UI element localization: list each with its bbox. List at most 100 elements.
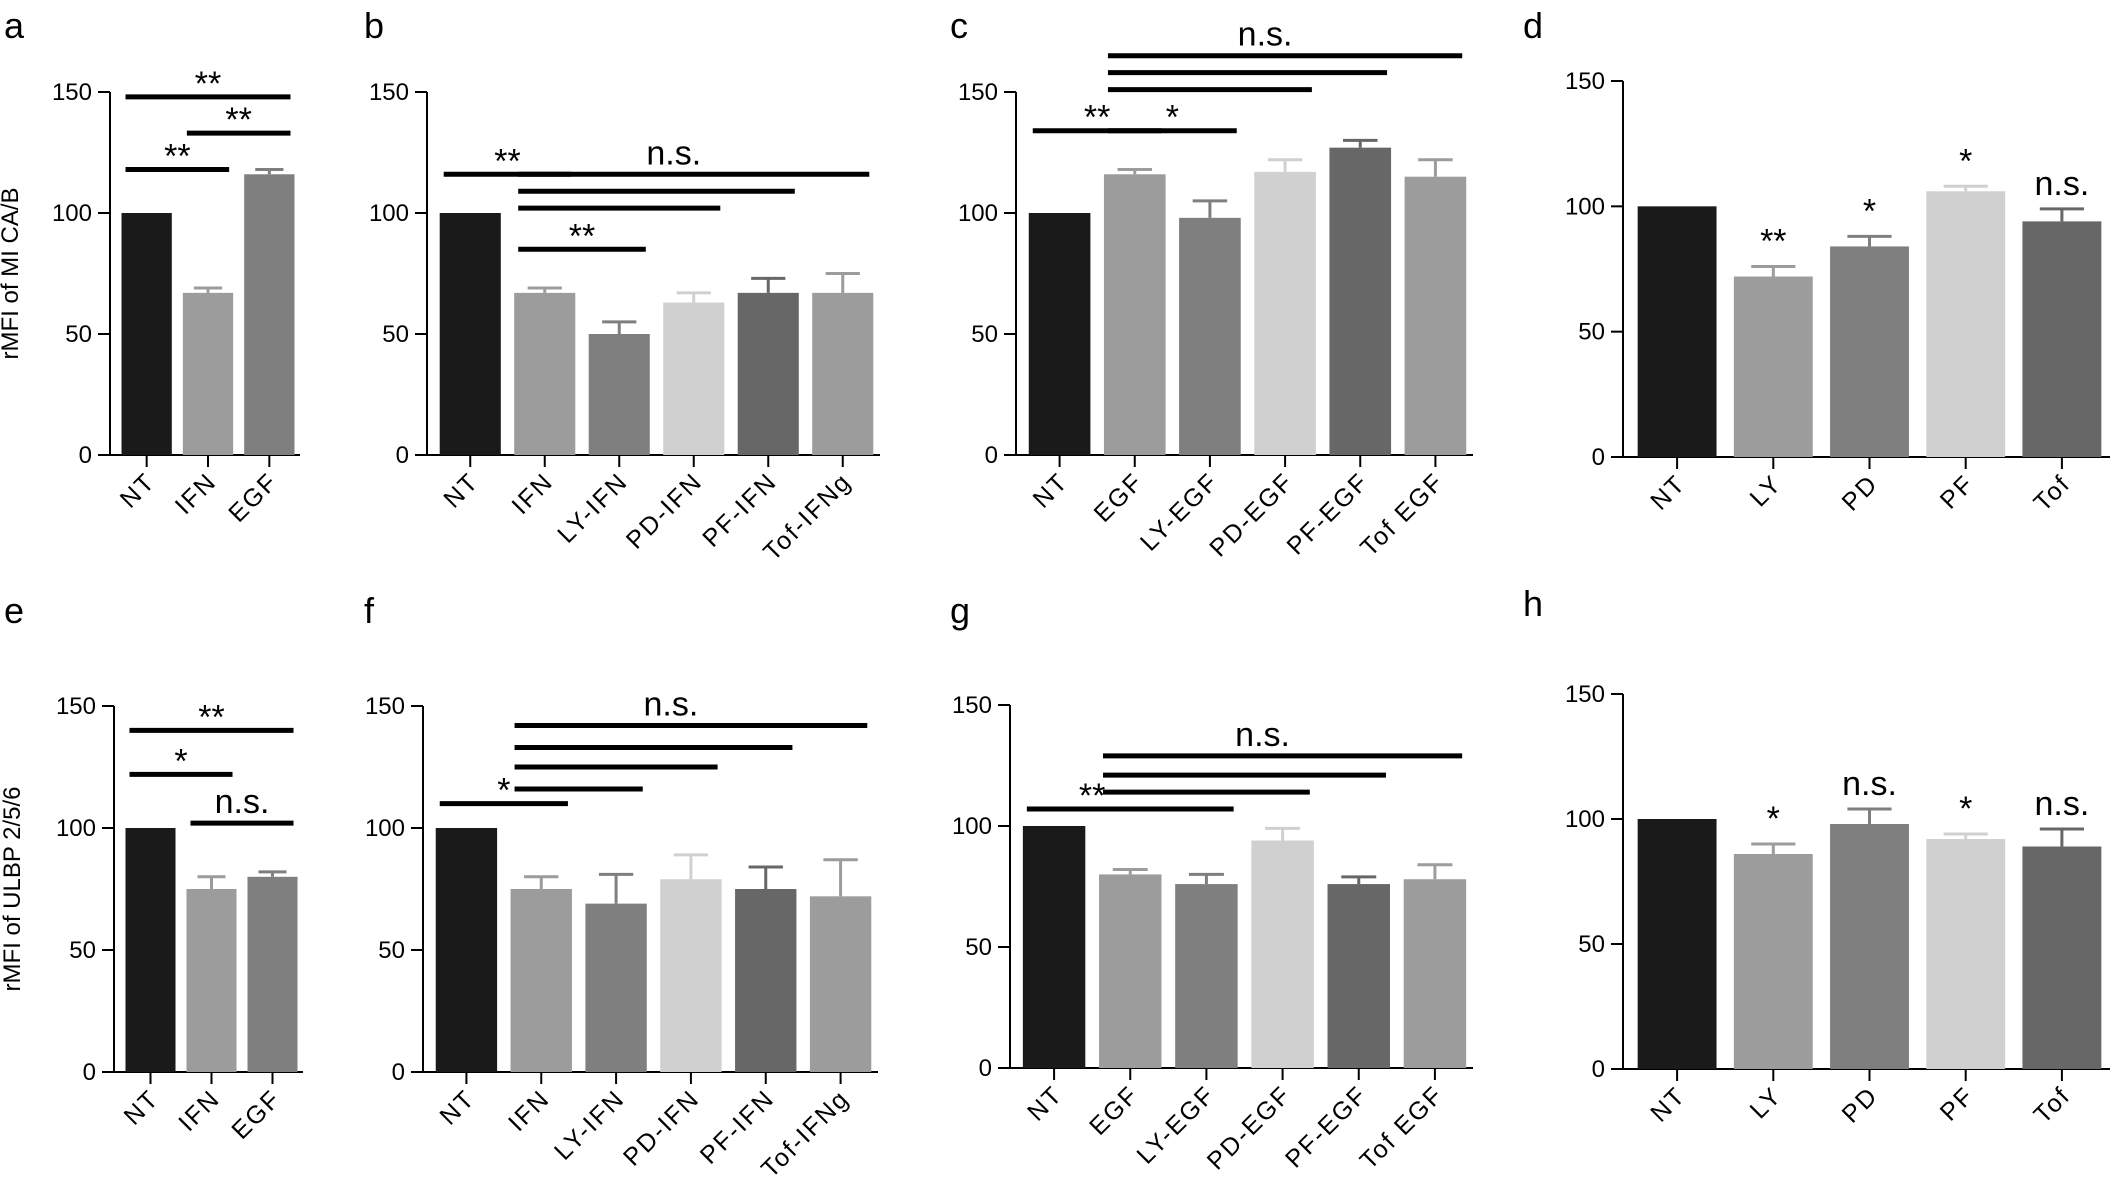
significance-label: ** [198, 698, 224, 736]
y-tick-label: 0 [1592, 1056, 1605, 1083]
bar [247, 876, 298, 1072]
panel-label: d [1523, 5, 1543, 46]
x-tick-label: PF [1935, 469, 1980, 514]
bar [1179, 217, 1241, 455]
panel-label: a [4, 5, 25, 46]
y-tick-label: 100 [958, 200, 998, 227]
x-tick-label: PF [1935, 1081, 1980, 1126]
significance-label: ** [569, 217, 595, 255]
x-tick-label: PD-IFN [618, 1084, 705, 1171]
x-tick-label: NT [1028, 467, 1074, 513]
x-tick-label: Tof EGF [1355, 1080, 1450, 1175]
significance-label: * [1166, 99, 1179, 137]
x-tick-label: EGF [1084, 1080, 1144, 1140]
y-tick-label: 100 [952, 813, 992, 840]
panel-label: g [950, 590, 970, 631]
significance-label: n.s. [644, 686, 699, 724]
y-axis-label: rMFI of ULBP 2/5/6 [0, 787, 26, 992]
bar [737, 292, 799, 455]
bar [809, 896, 872, 1072]
x-tick-label: IFN [503, 1084, 556, 1137]
y-tick-label: 150 [952, 692, 992, 719]
x-tick-label: IFN [173, 1084, 226, 1137]
bar [1251, 840, 1314, 1068]
bar [1926, 191, 2006, 457]
x-tick-label: Tof [2029, 469, 2077, 517]
y-tick-label: 0 [396, 442, 409, 469]
x-tick-label: EGF [1089, 467, 1149, 527]
bar [1327, 884, 1390, 1068]
bar [660, 879, 722, 1072]
bar [812, 292, 874, 455]
panel-label: e [4, 590, 24, 631]
x-tick-label: Tof [2029, 1081, 2077, 1129]
bar [1733, 276, 1813, 457]
significance-label: n.s. [646, 134, 701, 172]
x-tick-label: NT [119, 1084, 165, 1130]
x-tick-label: Tof EGF [1355, 467, 1450, 562]
bar [1637, 206, 1717, 457]
x-tick-label: NT [1645, 469, 1691, 515]
significance-label: ** [1079, 777, 1105, 815]
y-tick-label: 50 [65, 321, 92, 348]
y-tick-label: 150 [56, 693, 96, 720]
x-tick-label: EGF [226, 1084, 286, 1144]
x-tick-label: NT [438, 467, 484, 513]
panel-label: f [364, 590, 375, 631]
significance-label: * [1767, 800, 1780, 838]
significance-label: ** [1760, 222, 1786, 260]
x-tick-label: PD-EGF [1202, 1080, 1297, 1175]
y-tick-label: 0 [392, 1059, 405, 1086]
bar [186, 889, 237, 1072]
panel-h: h 0 50 100 150 NT LY PD PF Tof * n.s. * n.s. [1523, 583, 2110, 1129]
y-axis-label: rMFI of MI CA/B [0, 187, 24, 359]
x-tick-label: IFN [506, 467, 559, 520]
x-tick-label: NT [1645, 1081, 1691, 1127]
bar [2022, 846, 2102, 1069]
bar [1830, 824, 1909, 1069]
x-tick-label: NT [1022, 1080, 1068, 1126]
bar [1022, 826, 1086, 1068]
bar [439, 213, 501, 455]
significance-label: ** [225, 101, 251, 139]
y-tick-label: 50 [69, 937, 96, 964]
bar [1175, 884, 1238, 1068]
panel-label: c [950, 5, 968, 46]
bar [1403, 879, 1467, 1068]
y-tick-label: 50 [965, 934, 992, 961]
y-tick-label: 0 [83, 1059, 96, 1086]
significance-label: ** [494, 142, 520, 180]
y-tick-label: 0 [979, 1055, 992, 1082]
x-tick-label: PD [1837, 469, 1884, 516]
y-tick-label: 50 [1578, 931, 1605, 958]
y-tick-label: 100 [365, 815, 405, 842]
x-tick-label: EGF [223, 467, 283, 527]
bar [244, 174, 295, 455]
y-tick-label: 150 [365, 693, 405, 720]
y-tick-label: 150 [1565, 68, 1605, 95]
y-tick-label: 50 [378, 937, 405, 964]
y-tick-label: 50 [971, 321, 998, 348]
y-tick-label: 150 [958, 79, 998, 106]
bar [1404, 176, 1467, 455]
y-tick-label: 50 [382, 321, 409, 348]
x-tick-label: PD [1837, 1081, 1884, 1128]
x-tick-label: LY [1745, 1081, 1788, 1124]
significance-label: ** [164, 137, 190, 175]
significance-label: n.s. [2034, 785, 2089, 823]
bar [182, 292, 234, 455]
y-tick-label: 50 [1578, 319, 1605, 346]
significance-label: ** [195, 65, 221, 103]
y-tick-label: 150 [52, 79, 92, 106]
bar [121, 213, 172, 455]
x-tick-label: NT [434, 1084, 480, 1130]
bar [1329, 147, 1392, 455]
bar [2022, 221, 2102, 457]
significance-label: n.s. [2034, 165, 2089, 203]
significance-label: * [497, 772, 510, 810]
